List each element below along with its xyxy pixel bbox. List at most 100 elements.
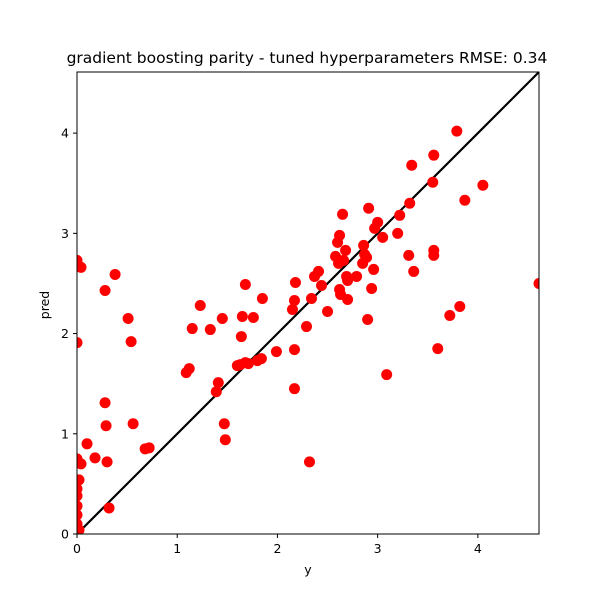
data-point xyxy=(77,474,85,486)
data-point xyxy=(103,502,115,514)
data-point xyxy=(427,176,439,188)
data-point xyxy=(270,346,282,358)
data-point xyxy=(459,194,471,206)
data-point xyxy=(403,249,415,261)
data-point xyxy=(342,293,354,305)
data-point xyxy=(204,324,216,336)
x-tick-label: 4 xyxy=(474,541,482,556)
data-point xyxy=(77,458,87,470)
data-point xyxy=(408,265,420,277)
data-point xyxy=(77,261,87,273)
y-tick-label: 4 xyxy=(61,126,69,141)
chart-title: gradient boosting parity - tuned hyperpa… xyxy=(67,49,548,67)
data-point xyxy=(351,270,363,282)
y-tick-label: 0 xyxy=(61,527,69,542)
data-point xyxy=(322,306,334,318)
data-point xyxy=(77,337,83,349)
data-point xyxy=(125,336,137,348)
data-point xyxy=(363,202,375,214)
data-point xyxy=(89,452,101,464)
x-tick-label: 1 xyxy=(173,541,181,556)
data-point xyxy=(239,278,251,290)
data-point xyxy=(454,301,466,313)
data-point xyxy=(77,500,83,512)
data-point xyxy=(236,311,248,323)
data-point xyxy=(340,244,352,256)
data-point xyxy=(101,456,113,468)
y-axis-label: pred xyxy=(37,291,52,319)
data-point xyxy=(358,239,370,251)
data-point xyxy=(81,438,93,450)
x-axis-label: y xyxy=(304,562,312,577)
x-tick-label: 0 xyxy=(73,541,81,556)
data-point xyxy=(366,282,378,294)
data-point xyxy=(316,279,328,291)
data-point xyxy=(444,310,456,322)
data-point xyxy=(406,159,418,171)
data-point xyxy=(428,249,440,261)
data-point xyxy=(77,490,83,502)
data-point xyxy=(255,353,267,365)
parity-line xyxy=(77,72,539,534)
data-point xyxy=(286,304,298,316)
data-point xyxy=(210,386,222,398)
data-point xyxy=(100,420,112,432)
data-point xyxy=(289,276,301,288)
data-point xyxy=(218,418,230,430)
data-point xyxy=(247,312,259,324)
data-point xyxy=(432,343,444,355)
data-point xyxy=(127,418,139,430)
data-point xyxy=(404,197,416,209)
data-point xyxy=(186,323,198,335)
data-point xyxy=(256,292,268,304)
data-point xyxy=(219,434,231,446)
data-point xyxy=(392,227,404,239)
data-point xyxy=(334,229,346,241)
plot-area xyxy=(77,72,539,534)
data-point xyxy=(143,442,155,454)
data-point xyxy=(361,251,373,263)
axis-layer: 0 1 2 3 4 0 1 2 3 4 xyxy=(61,71,540,556)
data-point xyxy=(477,179,489,191)
data-point xyxy=(183,363,195,375)
data-point xyxy=(242,358,254,370)
data-point xyxy=(99,397,111,409)
data-point xyxy=(212,377,224,389)
data-point xyxy=(451,125,463,137)
data-point xyxy=(394,209,406,221)
data-point xyxy=(300,321,312,333)
plot-layer xyxy=(77,72,539,534)
data-point xyxy=(313,265,325,277)
data-point xyxy=(368,263,380,275)
data-point xyxy=(338,254,350,266)
data-point xyxy=(377,231,389,243)
data-point xyxy=(122,313,134,325)
data-point xyxy=(288,383,300,395)
data-point xyxy=(99,284,111,296)
y-tick-label: 2 xyxy=(61,326,69,341)
y-tick-label: 1 xyxy=(61,426,69,441)
data-point xyxy=(362,314,374,326)
data-point xyxy=(337,208,349,220)
x-tick-label: 3 xyxy=(374,541,382,556)
data-point xyxy=(342,274,354,286)
data-point xyxy=(216,313,228,325)
data-point xyxy=(109,268,121,280)
data-point xyxy=(288,294,300,306)
data-point xyxy=(235,331,247,343)
data-point xyxy=(381,369,393,381)
data-point xyxy=(306,292,318,304)
data-point xyxy=(194,300,206,312)
data-point xyxy=(428,149,440,161)
data-point xyxy=(372,216,384,228)
axes-frame xyxy=(76,71,540,535)
data-point xyxy=(304,456,316,468)
data-point xyxy=(77,509,83,521)
x-tick-label: 2 xyxy=(273,541,281,556)
data-point xyxy=(77,524,85,534)
y-tick-label: 3 xyxy=(61,226,69,241)
data-point xyxy=(288,344,300,356)
data-point xyxy=(533,277,539,289)
